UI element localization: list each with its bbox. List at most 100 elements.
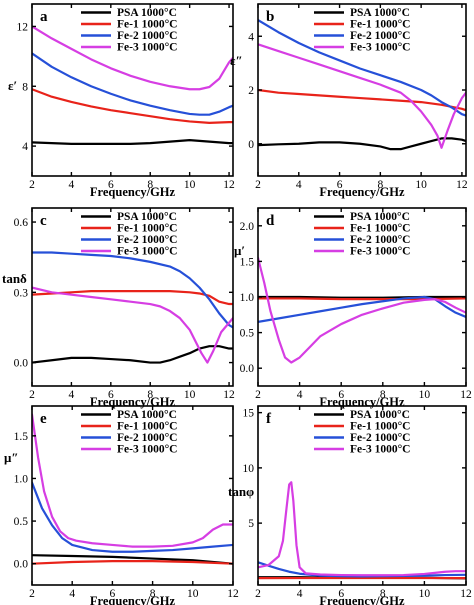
y-axis-label: ε″ xyxy=(230,53,243,68)
x-axis-label: Frequency/GHz xyxy=(319,185,405,199)
y-axis-label: ε′ xyxy=(8,78,17,93)
series-line-3 xyxy=(258,561,466,578)
legend-label-1: PSA 1000°C xyxy=(117,409,177,421)
x-tick-label: 4 xyxy=(69,588,75,600)
legend-label-1: PSA 1000°C xyxy=(350,409,410,421)
y-tick-label: 0.6 xyxy=(14,217,29,229)
legend-label-2: Fe-1 1000°C xyxy=(350,421,411,433)
x-tick-label: 12 xyxy=(223,179,235,191)
x-axis-label: Frequency/GHz xyxy=(90,185,176,199)
y-tick-label: 1.0 xyxy=(14,473,29,485)
x-tick-label: 12 xyxy=(223,389,235,401)
legend-label-2: Fe-1 1000°C xyxy=(350,19,411,31)
y-tick-label: 4 xyxy=(248,31,254,43)
x-tick-label: 2 xyxy=(29,389,35,401)
y-tick-label: 0.3 xyxy=(14,287,29,299)
legend-label-1: PSA 1000°C xyxy=(117,7,177,19)
panel-letter: e xyxy=(40,411,47,427)
x-tick-label: 10 xyxy=(187,588,199,600)
panel-f: 2 4 6 8 10 12 5 10 15 Frequency/GHz tanφ f PSA 1000°… xyxy=(228,405,472,605)
series-line-4 xyxy=(32,286,233,364)
legend-label-2: Fe-1 1000°C xyxy=(350,223,411,235)
panel-letter: b xyxy=(266,9,274,25)
x-tick-label: 6 xyxy=(108,389,114,401)
x-tick-label: 4 xyxy=(296,179,302,191)
x-tick-label: 12 xyxy=(456,179,468,191)
x-tick-label: 2 xyxy=(255,389,261,401)
series-line-3 xyxy=(32,251,233,329)
x-tick-label: 8 xyxy=(147,179,153,191)
legend-label-1: PSA 1000°C xyxy=(117,211,177,223)
legend: PSA 1000°CFe-1 1000°CFe-2 1000°CFe-3 100… xyxy=(81,7,178,54)
x-axis-label: Frequency/GHz xyxy=(319,395,405,409)
series-line-2 xyxy=(32,290,233,306)
series-line-4 xyxy=(258,43,466,149)
panel-e: 2 4 6 8 10 12 0.0 0.5 1.0 1.5 Frequency/GHz μ″ e PSA … xyxy=(4,405,239,605)
x-tick-label: 8 xyxy=(380,588,386,600)
panel-letter: d xyxy=(266,213,275,229)
panel-letter: f xyxy=(266,411,272,427)
legend: PSA 1000°CFe-1 1000°CFe-2 1000°CFe-3 100… xyxy=(314,7,411,54)
y-tick-label: 1.5 xyxy=(14,431,29,443)
legend-label-1: PSA 1000°C xyxy=(350,211,410,223)
legend: PSA 1000°CFe-1 1000°CFe-2 1000°CFe-3 100… xyxy=(81,211,178,258)
legend-label-2: Fe-1 1000°C xyxy=(117,421,178,433)
x-tick-label: 6 xyxy=(338,588,344,600)
plot-frame xyxy=(257,405,467,586)
x-tick-label: 8 xyxy=(377,179,383,191)
y-axis-label: tanδ xyxy=(2,271,27,286)
panel-d: 2 4 6 8 10 12 0.0 0.5 1.0 1.5 2.0 Frequency/GHz μ′ d P… xyxy=(234,207,472,409)
series-line-2 xyxy=(32,560,233,565)
y-tick-label: 0.5 xyxy=(14,516,29,528)
series-line-1 xyxy=(258,137,466,151)
y-tick-label: 0 xyxy=(248,139,254,151)
legend-label-4: Fe-3 1000°C xyxy=(117,42,178,54)
x-tick-label: 4 xyxy=(297,389,303,401)
x-tick-label: 10 xyxy=(419,389,431,401)
legend-label-4: Fe-3 1000°C xyxy=(350,444,411,456)
y-tick-label: 1.0 xyxy=(240,292,255,304)
legend-label-4: Fe-3 1000°C xyxy=(117,444,178,456)
x-axis-label: Frequency/GHz xyxy=(319,594,405,605)
legend-label-3: Fe-2 1000°C xyxy=(117,234,178,246)
y-tick-label: 2.0 xyxy=(240,221,255,233)
legend: PSA 1000°CFe-1 1000°CFe-2 1000°CFe-3 100… xyxy=(81,409,178,456)
x-tick-label: 2 xyxy=(29,179,35,191)
y-axis-label: μ′ xyxy=(234,243,245,258)
x-tick-label: 6 xyxy=(110,588,116,600)
panel-letter: a xyxy=(40,9,48,25)
y-tick-label: 2 xyxy=(248,85,254,97)
x-tick-label: 10 xyxy=(184,389,196,401)
series-line-4 xyxy=(258,481,466,577)
x-tick-label: 12 xyxy=(460,588,472,600)
y-axis-label: μ″ xyxy=(4,450,19,465)
x-tick-label: 2 xyxy=(255,179,261,191)
x-tick-label: 6 xyxy=(338,389,344,401)
x-tick-label: 12 xyxy=(460,389,472,401)
series-line-3 xyxy=(32,481,233,553)
legend-label-1: PSA 1000°C xyxy=(350,7,410,19)
legend-label-3: Fe-2 1000°C xyxy=(350,432,411,444)
y-tick-label: 0.0 xyxy=(14,559,29,571)
x-tick-label: 6 xyxy=(337,179,343,191)
series-line-4 xyxy=(258,256,466,364)
y-tick-label: 0.0 xyxy=(240,363,255,375)
x-tick-label: 4 xyxy=(69,389,75,401)
series-line-3 xyxy=(32,52,233,116)
x-tick-label: 10 xyxy=(184,179,196,191)
x-tick-label: 4 xyxy=(69,179,75,191)
x-tick-label: 2 xyxy=(255,588,261,600)
panel-c: 2 4 6 8 10 12 0.0 0.3 0.6 Frequency/GHz tanδ c PSA 1… xyxy=(2,207,235,409)
x-tick-label: 12 xyxy=(227,588,239,600)
y-tick-label: 0.5 xyxy=(240,328,255,340)
x-tick-label: 8 xyxy=(380,389,386,401)
x-axis-label: Frequency/GHz xyxy=(90,395,176,409)
y-tick-label: 5 xyxy=(248,518,254,530)
y-axis-label: tanφ xyxy=(228,484,254,499)
y-tick-label: 10 xyxy=(243,463,255,475)
y-tick-label: 12 xyxy=(17,21,29,33)
y-tick-label: 0.0 xyxy=(14,358,29,370)
